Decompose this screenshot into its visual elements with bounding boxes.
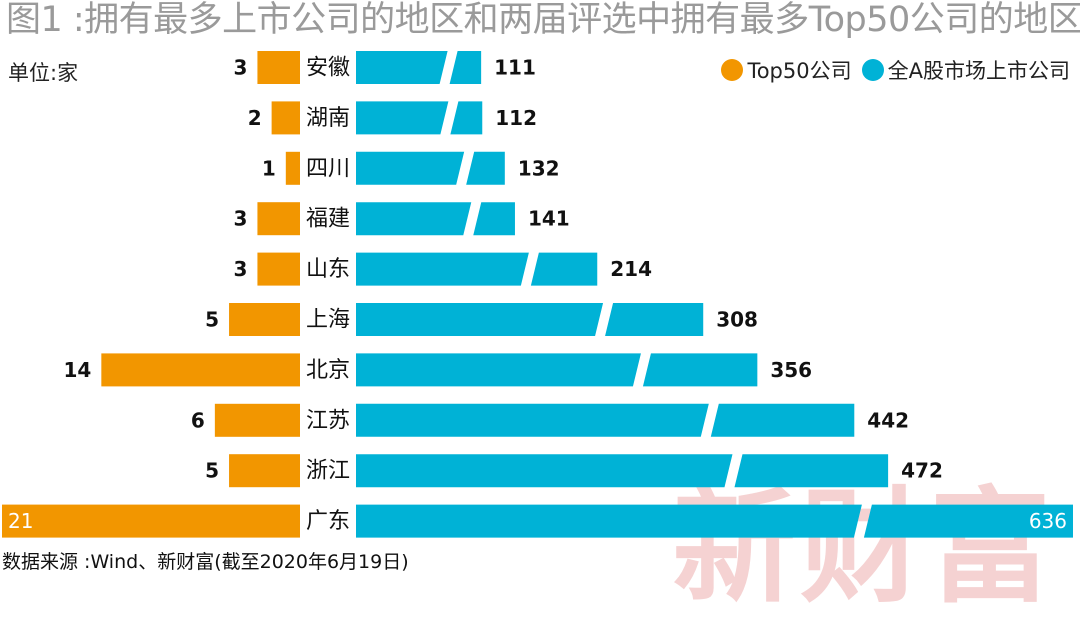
all-a-value-label: 472 <box>901 459 943 483</box>
legend-item-all-a: 全A股市场上市公司 <box>861 55 1070 85</box>
region-label: 山东 <box>306 257 350 282</box>
all-a-value-label: 442 <box>867 408 909 432</box>
top50-bar <box>229 303 300 336</box>
top50-bar <box>101 353 300 387</box>
top50-value-label: 5 <box>205 459 219 483</box>
region-label: 浙江 <box>306 459 350 484</box>
legend-label-top50: Top50公司 <box>747 59 852 83</box>
all-a-value-label: 356 <box>770 358 812 382</box>
top50-value-label: 5 <box>205 308 219 332</box>
legend-swatch-top50 <box>721 59 744 81</box>
all-a-value-label: 111 <box>494 56 536 80</box>
all-a-bar <box>356 101 483 135</box>
all-a-value-label: 308 <box>716 308 758 332</box>
source-note: 数据来源 :Wind、新财富(截至2020年6月19日) <box>2 551 409 573</box>
chart-title: 图1 :拥有最多上市公司的地区和两届评选中拥有最多Top50公司的地区 <box>6 0 1080 40</box>
all-a-bar <box>356 353 758 387</box>
top50-bar <box>257 51 300 84</box>
all-a-bar <box>356 504 1073 538</box>
bar-chart: 3 安徽 111 2 湖南 112 1 四川 132 3 福建 141 3 山东 214 5 上海 308 14 北京… <box>2 51 1073 538</box>
region-label: 福建 <box>306 207 350 232</box>
region-label: 四川 <box>306 156 350 181</box>
top50-value-label: 14 <box>63 358 91 382</box>
all-a-bar <box>356 454 889 488</box>
top50-value-label: 3 <box>234 257 248 281</box>
all-a-bar <box>356 303 704 336</box>
legend: Top50公司 全A股市场上市公司 <box>721 55 1070 85</box>
all-a-bar <box>356 202 515 236</box>
top50-bar <box>214 403 300 437</box>
top50-value-label: 6 <box>191 408 205 432</box>
all-a-value-label: 112 <box>495 106 537 130</box>
top50-bar <box>257 252 300 286</box>
all-a-value-label: 636 <box>1029 509 1067 533</box>
top50-bar <box>229 454 300 488</box>
region-label: 湖南 <box>306 106 350 131</box>
all-a-value-label: 214 <box>610 257 652 281</box>
all-a-value-label: 132 <box>518 156 560 180</box>
top50-value-label: 3 <box>234 207 248 231</box>
all-a-bar <box>356 151 505 185</box>
top50-bar <box>2 504 300 538</box>
region-label: 广东 <box>306 509 350 534</box>
region-label: 北京 <box>306 358 350 383</box>
top50-value-label: 21 <box>8 509 33 533</box>
top50-value-label: 2 <box>248 106 262 130</box>
top50-value-label: 3 <box>234 56 248 80</box>
top50-bar <box>257 202 300 236</box>
region-label: 江苏 <box>306 408 350 433</box>
unit-label: 单位:家 <box>8 61 79 85</box>
region-label: 上海 <box>306 308 350 333</box>
all-a-bar <box>356 252 598 286</box>
legend-item-top50: Top50公司 <box>721 55 852 85</box>
top50-bar <box>285 151 300 185</box>
legend-label-all-a: 全A股市场上市公司 <box>887 59 1070 83</box>
top50-value-label: 1 <box>262 156 276 180</box>
legend-swatch-all-a <box>861 59 884 81</box>
top50-bar <box>271 101 300 135</box>
all-a-bar <box>356 403 855 437</box>
region-label: 安徽 <box>306 56 350 81</box>
all-a-bar <box>356 51 482 84</box>
all-a-value-label: 141 <box>528 207 570 231</box>
